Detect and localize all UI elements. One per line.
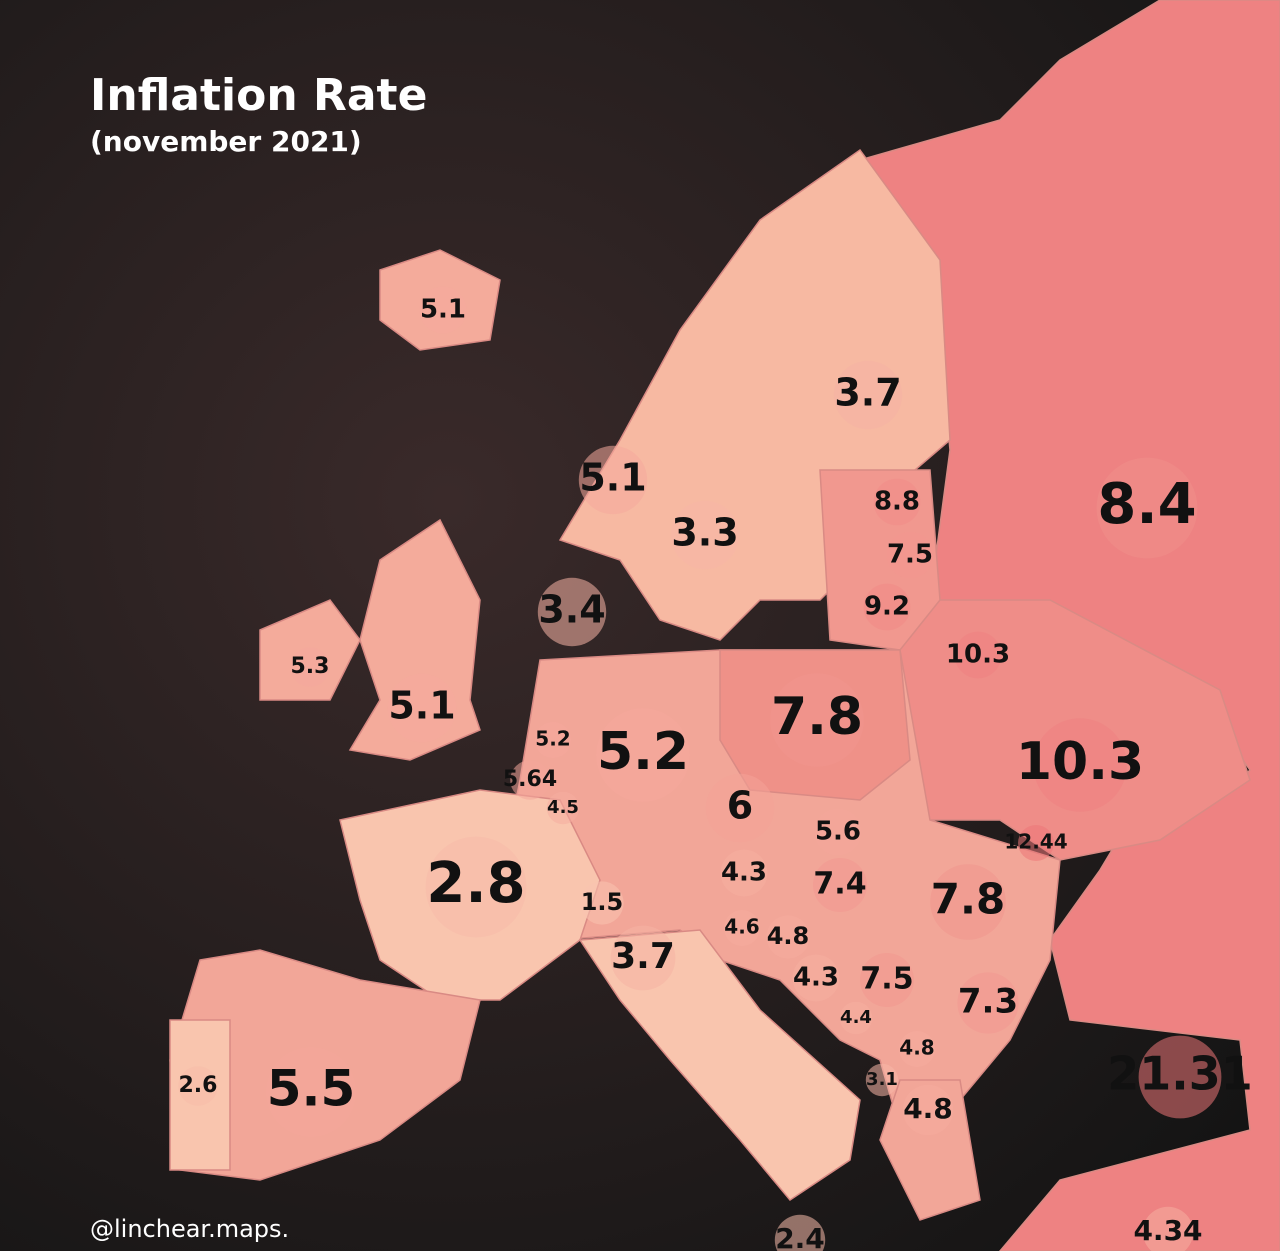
- region-marker: [1018, 825, 1054, 861]
- value-label: 3.4: [538, 588, 605, 632]
- region-marker: [930, 864, 1006, 940]
- region-marker: [610, 925, 676, 991]
- region-marker: [766, 915, 810, 959]
- value-label: 5.64: [503, 767, 557, 792]
- credit: @linchear.maps.: [90, 1215, 289, 1243]
- value-label: 3.7: [611, 936, 675, 977]
- value-label: 12.44: [1004, 830, 1067, 854]
- region-marker: [954, 631, 1002, 679]
- region-marker: [886, 531, 934, 579]
- region-marker: [535, 722, 571, 758]
- value-label: 5.2: [597, 722, 689, 782]
- title: Inflation Rate: [90, 70, 427, 121]
- value-label: 7.4: [813, 867, 866, 902]
- region-marker: [178, 1066, 218, 1106]
- value-label: 5.6: [815, 817, 861, 847]
- value-label: 4.5: [547, 797, 579, 818]
- value-label: 4.8: [767, 922, 810, 950]
- value-label: 7.5: [887, 540, 933, 570]
- region-marker: [833, 360, 903, 430]
- value-label: 5.1: [420, 295, 466, 325]
- value-label: 6: [727, 784, 753, 828]
- region-marker: [899, 1031, 935, 1067]
- value-label: 10.3: [946, 640, 1010, 670]
- value-label: 8.8: [874, 487, 920, 517]
- value-label: 4.6: [724, 915, 759, 939]
- value-label: 8.4: [1097, 472, 1196, 537]
- value-label: 3.7: [834, 371, 901, 415]
- value-labels: 5.1 5.1 3.3 3.7 8.8 7.5 9.2 10.3 8.4 3.4 5.3 5.1 5.2…: [178, 286, 1253, 1251]
- value-label: 10.3: [1016, 732, 1144, 792]
- region-marker: [902, 1084, 954, 1136]
- region-marker: [705, 773, 775, 843]
- value-label: 4.8: [903, 1092, 953, 1125]
- value-label: 5.1: [579, 456, 646, 500]
- subtitle: (november 2021): [90, 125, 362, 158]
- value-label: 3.3: [671, 511, 738, 555]
- region-marker: [1096, 457, 1198, 559]
- region-marker: [546, 791, 580, 825]
- value-label: 7.5: [860, 962, 913, 997]
- region-marker: [596, 708, 690, 802]
- value-label: 7.8: [931, 875, 1005, 924]
- value-label: 9.2: [864, 592, 910, 622]
- region-marker: [720, 849, 768, 897]
- region-marker: [957, 972, 1019, 1034]
- region-marker: [510, 760, 550, 800]
- region-marker: [1033, 718, 1127, 812]
- region-marker: [724, 910, 760, 946]
- value-label: 2.8: [426, 851, 525, 916]
- region-marker: [670, 500, 740, 570]
- value-label: 5.1: [388, 684, 455, 728]
- region-marker: [537, 577, 607, 647]
- value-label: 5.3: [291, 654, 330, 679]
- region-marker: [839, 1001, 873, 1035]
- region-marker: [863, 583, 911, 631]
- value-label: 4.3: [721, 858, 767, 888]
- region-marker: [813, 858, 867, 912]
- value-label: 4.8: [899, 1036, 934, 1060]
- region-marker: [1142, 1206, 1194, 1251]
- region-marker: [792, 954, 840, 1002]
- region-marker: [387, 673, 457, 743]
- value-label: 2.6: [179, 1073, 218, 1098]
- value-label: 4.34: [1133, 1214, 1202, 1247]
- value-label: 4.4: [840, 1007, 872, 1028]
- value-label: 7.8: [771, 687, 863, 747]
- value-label: 3.1: [866, 1069, 898, 1090]
- value-label: 4.3: [793, 963, 839, 993]
- region-marker: [865, 1063, 899, 1097]
- region-marker: [873, 478, 921, 526]
- value-label: 2.4: [775, 1222, 825, 1251]
- region-marker: [770, 673, 864, 767]
- region-marker: [266, 1047, 356, 1137]
- region-marker: [580, 881, 624, 925]
- region-marker: [814, 808, 862, 856]
- region-marker: [860, 953, 914, 1007]
- region-marker: [578, 445, 648, 515]
- region-marker: [290, 647, 330, 687]
- value-label: 5.2: [535, 727, 570, 751]
- value-label: 5.5: [267, 1060, 356, 1118]
- value-label: 1.5: [581, 888, 624, 916]
- value-label: 21.31: [1107, 1047, 1253, 1101]
- region-marker: [419, 286, 467, 334]
- region-marker: [425, 836, 527, 938]
- region-marker: [774, 1214, 826, 1251]
- value-label: 7.3: [958, 982, 1018, 1022]
- region-marker: [1138, 1035, 1222, 1119]
